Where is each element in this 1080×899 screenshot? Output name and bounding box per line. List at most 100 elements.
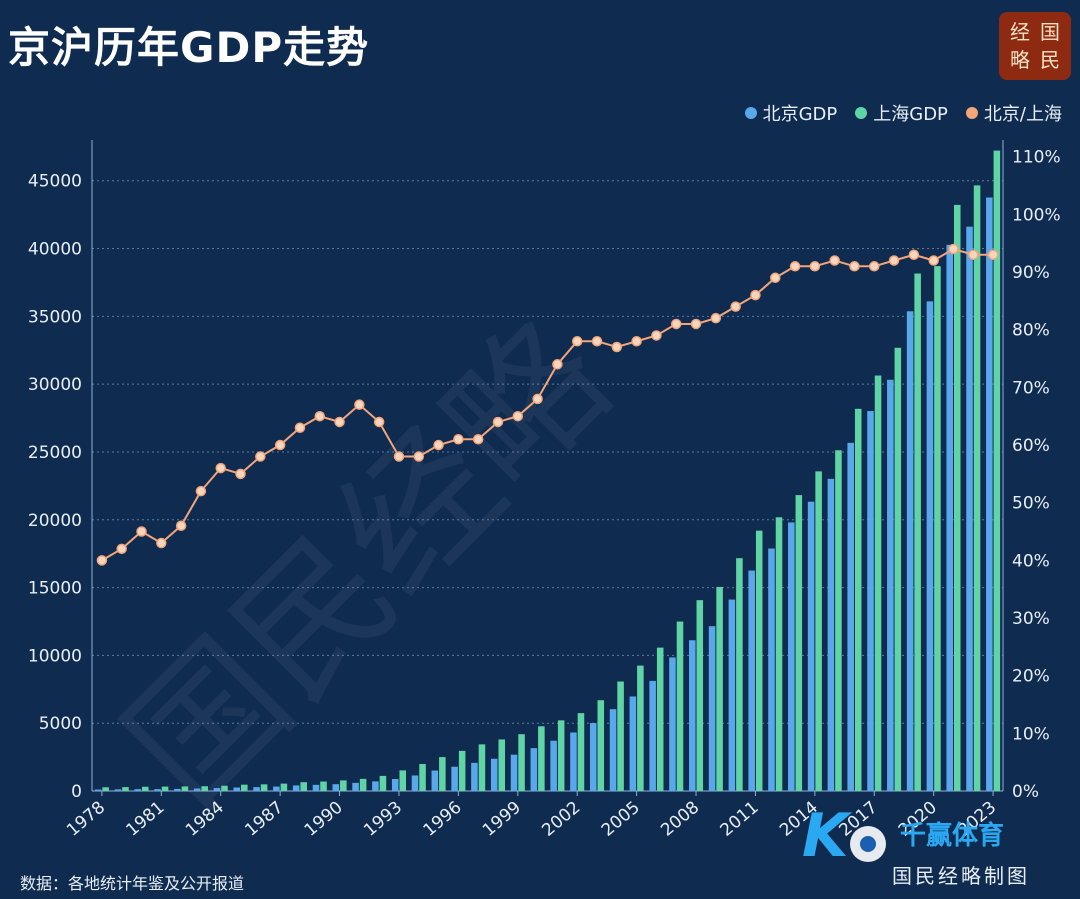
bar-beijing xyxy=(589,723,597,791)
bar-shanghai xyxy=(320,781,327,791)
bar-shanghai xyxy=(439,757,446,791)
seal-char: 国 xyxy=(1040,20,1060,44)
ratio-point xyxy=(552,359,563,370)
seal-char: 略 xyxy=(1010,48,1030,72)
bar-beijing xyxy=(134,789,142,791)
ratio-point xyxy=(869,261,880,272)
bar-beijing xyxy=(609,709,617,791)
y-tick-label-left: 35000 xyxy=(28,307,82,327)
ratio-point xyxy=(809,261,821,272)
bar-shanghai xyxy=(835,450,842,791)
bar-shanghai xyxy=(260,784,268,791)
ratio-point xyxy=(235,468,246,480)
bar-beijing xyxy=(372,781,379,791)
ratio-point xyxy=(136,526,147,537)
bar-shanghai xyxy=(716,586,723,791)
credit-text: 国民经略制图 xyxy=(892,864,1030,888)
y-tick-label-left: 45000 xyxy=(28,172,82,192)
x-tick-label: 2008 xyxy=(657,798,703,841)
y-tick-label-left: 40000 xyxy=(28,240,82,260)
y-tick-label-left: 30000 xyxy=(28,375,82,395)
bar-beijing xyxy=(431,770,439,791)
legend-label: 北京GDP xyxy=(762,104,838,125)
bar-beijing xyxy=(312,784,320,791)
x-tick-label: 1981 xyxy=(123,798,169,841)
y-tick-label-right: 70% xyxy=(1012,378,1050,398)
y-tick-label-left: 15000 xyxy=(28,579,82,599)
y-tick-label-right: 60% xyxy=(1012,436,1050,456)
bar-shanghai xyxy=(221,785,228,791)
bar-shanghai xyxy=(755,530,763,791)
bar-beijing xyxy=(807,501,815,791)
bar-beijing xyxy=(748,570,755,791)
bar-shanghai xyxy=(934,266,941,791)
y-tick-label-right: 100% xyxy=(1012,205,1061,225)
bar-shanghai xyxy=(280,783,288,791)
y-tick-label-right: 30% xyxy=(1012,609,1050,629)
bar-beijing xyxy=(629,696,637,791)
ratio-point xyxy=(651,330,662,341)
bar-shanghai xyxy=(973,185,981,792)
bar-beijing xyxy=(471,762,478,791)
x-tick-label: 1978 xyxy=(63,798,109,841)
bar-shanghai xyxy=(478,744,486,791)
bar-beijing xyxy=(728,599,736,791)
bar-shanghai xyxy=(458,750,466,791)
x-tick-label: 1987 xyxy=(241,798,287,841)
legend-dot-icon xyxy=(744,107,757,119)
ratio-point xyxy=(96,555,108,566)
bar-beijing xyxy=(788,522,795,791)
ratio-point xyxy=(532,393,543,405)
legend-item-shanghai: 上海GDP xyxy=(855,100,948,126)
legend-item-beijing: 北京GDP xyxy=(744,100,838,126)
bar-shanghai xyxy=(953,204,961,792)
bar-beijing xyxy=(906,311,914,791)
bar-shanghai xyxy=(142,786,149,791)
ratio-point xyxy=(512,410,524,422)
bar-beijing xyxy=(154,789,161,791)
bar-beijing xyxy=(827,478,835,791)
bar-shanghai xyxy=(557,720,565,791)
ratio-point xyxy=(750,289,761,301)
legend-label: 北京/上海 xyxy=(983,104,1062,125)
bar-beijing xyxy=(986,197,993,791)
ratio-point xyxy=(987,249,999,260)
bar-beijing xyxy=(332,784,340,791)
ratio-point xyxy=(968,249,979,260)
bar-shanghai xyxy=(736,558,743,791)
bar-shanghai xyxy=(161,786,169,791)
y-tick-label-right: 80% xyxy=(1012,321,1050,341)
y-tick-label-right: 110% xyxy=(1012,148,1061,168)
ratio-point xyxy=(829,255,840,266)
y-tick-label-right: 20% xyxy=(1012,667,1050,687)
legend-dot-icon xyxy=(965,107,978,119)
bar-beijing xyxy=(708,626,716,791)
bar-shanghai xyxy=(102,787,109,791)
bar-shanghai xyxy=(637,665,644,791)
ratio-point xyxy=(274,439,286,451)
bar-shanghai xyxy=(894,347,902,791)
ratio-point xyxy=(433,439,444,451)
ratio-point xyxy=(175,520,187,532)
bar-beijing xyxy=(867,411,874,791)
bar-beijing xyxy=(669,657,676,791)
y-tick-label-right: 50% xyxy=(1012,494,1050,514)
bar-shanghai xyxy=(181,786,189,791)
ratio-point xyxy=(690,318,702,330)
x-tick-label: 2005 xyxy=(598,798,644,841)
x-tick-label: 1990 xyxy=(301,798,347,841)
x-tick-label: 1993 xyxy=(360,798,406,841)
bar-shanghai xyxy=(617,681,624,791)
bar-beijing xyxy=(550,740,557,791)
ratio-point xyxy=(849,261,860,272)
bar-shanghai xyxy=(993,150,1001,792)
bar-beijing xyxy=(688,640,696,791)
ratio-point xyxy=(373,416,385,428)
bar-beijing xyxy=(174,788,181,791)
bar-shanghai xyxy=(399,770,407,791)
ratio-point xyxy=(156,537,167,549)
ratio-point xyxy=(314,410,325,422)
ratio-point xyxy=(116,543,127,555)
ratio-point xyxy=(770,272,781,284)
ratio-point xyxy=(492,416,504,428)
